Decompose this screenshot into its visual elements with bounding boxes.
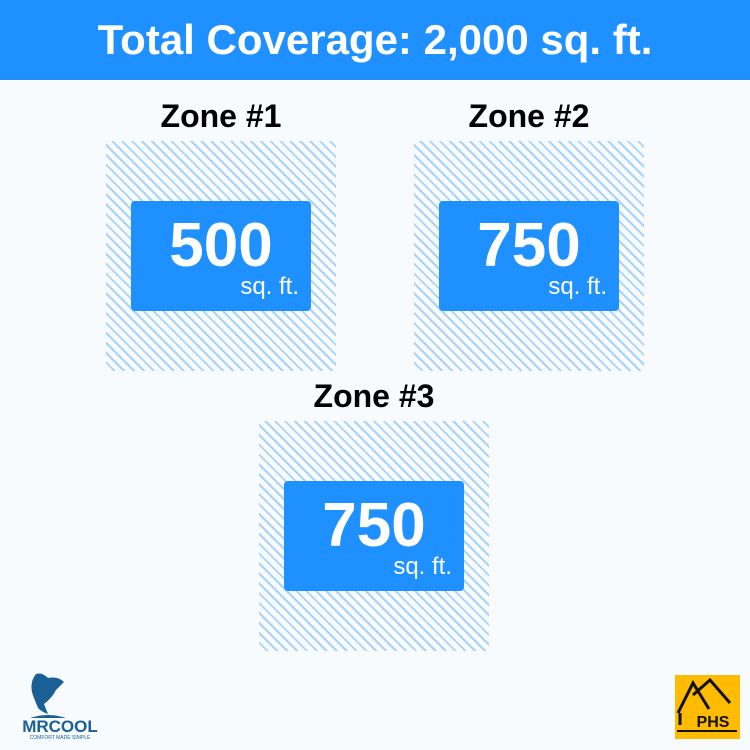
- zone-1-value: 500: [169, 211, 273, 280]
- zone-1-unit: sq. ft.: [240, 273, 299, 300]
- zone-3-value: 750: [322, 491, 426, 560]
- total-coverage-title: Total Coverage: 2,000 sq. ft.: [97, 16, 653, 63]
- zone-3-area: 750 sq. ft.: [259, 421, 489, 651]
- zone-1-title: Zone #1: [160, 98, 282, 134]
- zone-3-unit: sq. ft.: [393, 553, 452, 580]
- zone-1-card: 500 sq. ft.: [131, 201, 311, 311]
- svg-text:MRCOOL: MRCOOL: [22, 717, 98, 736]
- zone-3-card: 750 sq. ft.: [284, 481, 464, 591]
- zone-1-area: 500 sq. ft.: [106, 141, 336, 371]
- svg-text:COMFORT MADE SIMPLE: COMFORT MADE SIMPLE: [30, 735, 91, 740]
- zone-3-title: Zone #3: [313, 378, 435, 414]
- mrcool-logo: MRCOOL COMFORT MADE SIMPLE: [8, 668, 113, 741]
- header-banner: Total Coverage: 2,000 sq. ft.: [0, 0, 750, 80]
- zone-2-area: 750 sq. ft.: [414, 141, 644, 371]
- phs-logo: PHS: [675, 675, 740, 739]
- zone-2-title: Zone #2: [468, 98, 590, 134]
- zone-2-unit: sq. ft.: [548, 273, 607, 300]
- zone-2-value: 750: [477, 211, 581, 280]
- svg-text:PHS: PHS: [697, 714, 730, 731]
- zone-2-card: 750 sq. ft.: [439, 201, 619, 311]
